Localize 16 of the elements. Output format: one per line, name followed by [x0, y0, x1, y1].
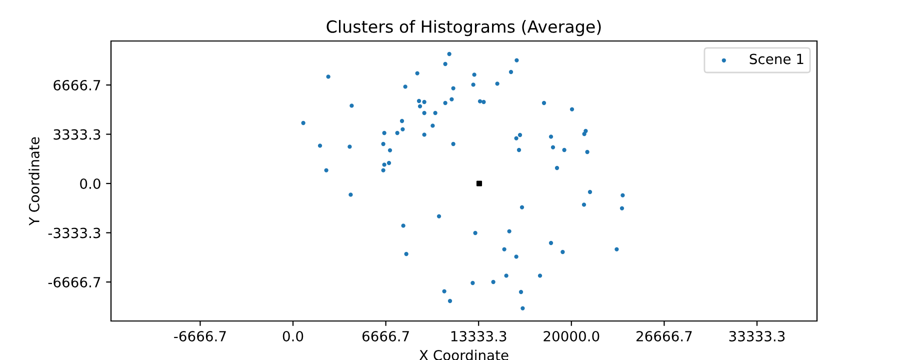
legend-label: Scene 1: [750, 54, 804, 64]
x-tick-label: 13333.3: [451, 330, 506, 342]
y-axis-title: Y Coordinate: [28, 137, 40, 226]
x-tick-label: -6666.7: [174, 330, 226, 342]
x-axis-title: X Coordinate: [419, 350, 508, 360]
y-tick-label: 6666.7: [54, 80, 100, 90]
y-tick-label: 0.0: [80, 178, 100, 189]
x-tick-label: 20000.0: [544, 330, 600, 342]
x-tick-label: 33333.3: [729, 330, 785, 342]
x-tick-label: 26666.7: [636, 330, 692, 342]
y-tick-label: -3333.3: [48, 228, 100, 238]
x-tick-label: 0.0: [282, 330, 304, 342]
y-tick-label: -6666.7: [48, 276, 100, 288]
y-tick-label: 3333.3: [54, 129, 100, 140]
x-tick-label: 6666.7: [362, 330, 409, 342]
chart-title: Clusters of Histograms (Average): [326, 20, 601, 36]
